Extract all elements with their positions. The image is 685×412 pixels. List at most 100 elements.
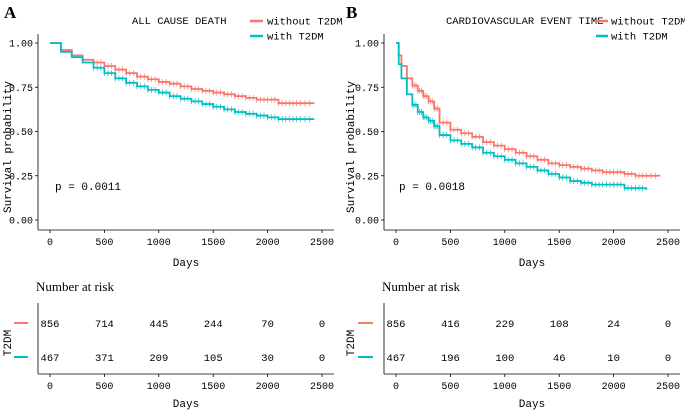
y-tick-label: 0.75 xyxy=(355,84,379,95)
y-tick-label: 0.50 xyxy=(355,128,379,139)
y-tick-label: 1.00 xyxy=(9,40,33,51)
x-tick-label: 500 xyxy=(441,238,459,249)
y-ticks: 0.00 0.25 0.50 0.75 1.00 xyxy=(9,40,38,228)
risk-value: 467 xyxy=(387,353,406,365)
risk-value: 445 xyxy=(149,319,168,331)
p-value: p = 0.0018 xyxy=(399,182,465,194)
y-tick-label: 1.00 xyxy=(355,40,379,51)
risk-x-tick-label: 2000 xyxy=(602,382,626,393)
risk-table-x-label: Days xyxy=(173,399,199,411)
risk-table: Number at risk T2DM 856 714 445 244 70 0 467 37… xyxy=(3,279,334,411)
risk-x-tick-label: 2000 xyxy=(256,382,280,393)
risk-value: 856 xyxy=(41,319,60,331)
x-tick-label: 2500 xyxy=(656,238,680,249)
risk-value: 467 xyxy=(41,353,60,365)
risk-x-tick-label: 500 xyxy=(441,382,459,393)
risk-table-title: Number at risk xyxy=(36,279,114,294)
risk-value: 0 xyxy=(319,353,325,365)
legend: without T2DM with T2DM xyxy=(596,17,685,44)
risk-value: 416 xyxy=(441,319,460,331)
risk-value: 371 xyxy=(95,353,114,365)
x-tick-label: 1000 xyxy=(147,238,171,249)
risk-x-tick-label: 0 xyxy=(393,382,399,393)
chart-title: CARDIOVASCULAR EVENT TIME xyxy=(446,16,604,28)
x-axis-label: Days xyxy=(519,258,545,270)
risk-table-x-label: Days xyxy=(519,399,545,411)
risk-x-ticks: 0 500 1000 1500 2000 2500 xyxy=(47,374,334,393)
risk-table: Number at risk T2DM 856 416 229 108 24 0 467 19… xyxy=(346,279,680,411)
x-tick-label: 2000 xyxy=(256,238,280,249)
x-tick-label: 1000 xyxy=(493,238,517,249)
y-tick-label: 0.00 xyxy=(355,217,379,228)
risk-x-tick-label: 1500 xyxy=(547,382,571,393)
y-tick-label: 0.25 xyxy=(9,172,33,183)
risk-value: 46 xyxy=(553,353,566,365)
y-axis-label: Survival probability xyxy=(346,81,358,213)
y-axis-label: Survival probability xyxy=(3,81,15,213)
risk-value: 100 xyxy=(495,353,514,365)
risk-value: 0 xyxy=(319,319,325,331)
survival-curve-without-t2dm xyxy=(50,42,315,105)
risk-table-title: Number at risk xyxy=(382,279,460,294)
risk-x-tick-label: 2500 xyxy=(656,382,680,393)
y-tick-label: 0.25 xyxy=(355,172,379,183)
p-value: p = 0.0011 xyxy=(55,182,121,194)
y-tick-label: 0.75 xyxy=(9,84,33,95)
x-ticks: 0 500 1000 1500 2000 2500 xyxy=(393,230,680,249)
risk-x-tick-label: 1500 xyxy=(201,382,225,393)
y-ticks: 0.00 0.25 0.50 0.75 1.00 xyxy=(355,40,384,228)
survival-curve-with-t2dm xyxy=(50,42,315,121)
x-axis-label: Days xyxy=(173,258,199,270)
risk-value: 108 xyxy=(550,319,569,331)
legend-label-with-t2dm: with T2DM xyxy=(611,32,668,44)
survival-curves xyxy=(50,42,315,123)
risk-x-tick-label: 1000 xyxy=(147,382,171,393)
x-tick-label: 0 xyxy=(47,238,53,249)
risk-table-row-title: T2DM xyxy=(3,330,15,356)
risk-x-ticks: 0 500 1000 1500 2000 2500 xyxy=(393,374,680,393)
risk-value: 0 xyxy=(665,319,671,331)
censor-marks-without-t2dm xyxy=(93,59,311,107)
risk-value: 209 xyxy=(149,353,168,365)
legend: without T2DM with T2DM xyxy=(250,17,343,44)
survival-curves xyxy=(396,42,661,192)
panel-b: B CARDIOVASCULAR EVENT TIME without T2DM… xyxy=(346,3,685,411)
risk-value: 856 xyxy=(387,319,406,331)
x-tick-label: 2000 xyxy=(602,238,626,249)
y-tick-label: 0.00 xyxy=(9,217,33,228)
chart-title: ALL CAUSE DEATH xyxy=(132,16,227,28)
risk-x-tick-label: 1000 xyxy=(493,382,517,393)
risk-value: 714 xyxy=(95,319,114,331)
legend-label-with-t2dm: with T2DM xyxy=(267,32,324,44)
x-ticks: 0 500 1000 1500 2000 2500 xyxy=(47,230,334,249)
censor-marks-without-t2dm xyxy=(411,82,657,179)
risk-value: 0 xyxy=(665,353,671,365)
panel-label: A xyxy=(4,3,17,22)
risk-value: 244 xyxy=(204,319,223,331)
legend-label-without-t2dm: without T2DM xyxy=(611,17,685,29)
y-tick-label: 0.50 xyxy=(9,128,33,139)
risk-x-tick-label: 500 xyxy=(95,382,113,393)
panel-label: B xyxy=(346,3,357,22)
risk-value: 229 xyxy=(495,319,514,331)
risk-x-tick-label: 0 xyxy=(47,382,53,393)
panel-a: A ALL CAUSE DEATH without T2DM with T2DM… xyxy=(3,3,343,411)
censor-marks-with-t2dm xyxy=(411,101,643,192)
risk-value: 30 xyxy=(261,353,274,365)
risk-table-row-title: T2DM xyxy=(346,330,358,356)
survival-curve-with-t2dm xyxy=(396,42,648,190)
risk-x-tick-label: 2500 xyxy=(310,382,334,393)
risk-value: 70 xyxy=(261,319,274,331)
risk-value: 105 xyxy=(204,353,223,365)
x-tick-label: 1500 xyxy=(201,238,225,249)
censor-marks-with-t2dm xyxy=(93,64,311,123)
x-tick-label: 0 xyxy=(393,238,399,249)
risk-value: 196 xyxy=(441,353,460,365)
risk-values: 856 714 445 244 70 0 467 371 209 105 30 0 xyxy=(41,319,326,365)
risk-value: 10 xyxy=(607,353,620,365)
x-tick-label: 500 xyxy=(95,238,113,249)
legend-label-without-t2dm: without T2DM xyxy=(267,17,343,29)
x-tick-label: 1500 xyxy=(547,238,571,249)
